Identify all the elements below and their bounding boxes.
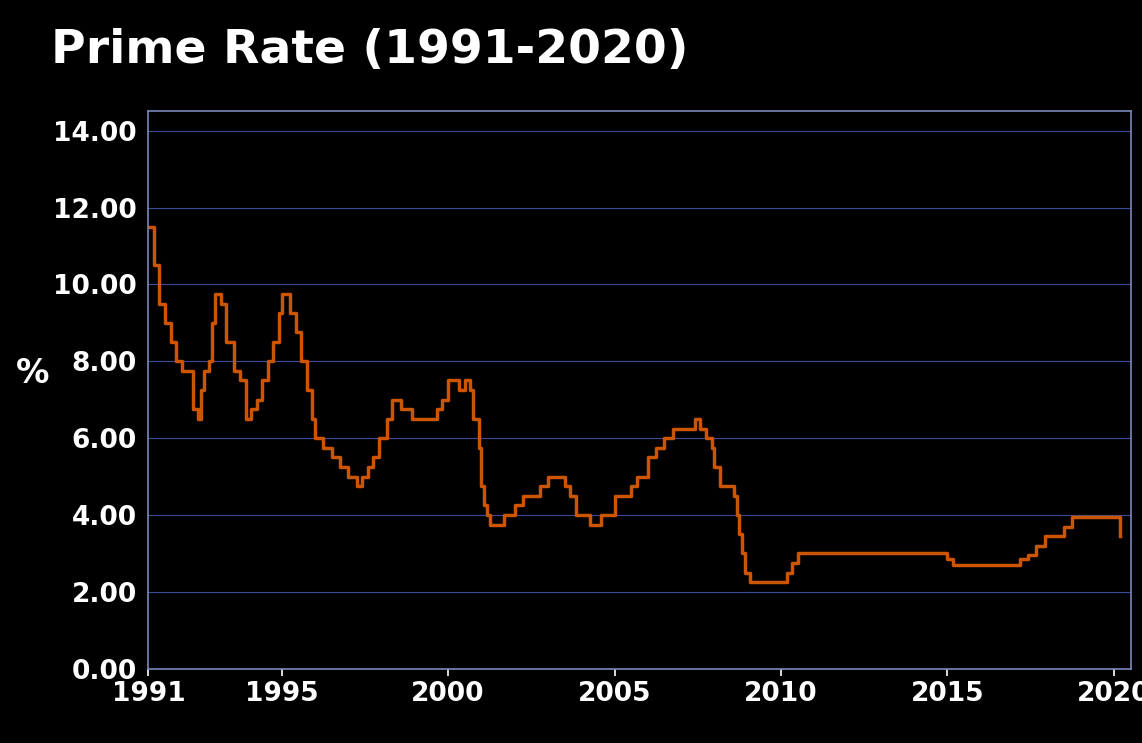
Text: Prime Rate (1991-2020): Prime Rate (1991-2020) [51, 27, 689, 73]
Y-axis label: %: % [15, 357, 49, 390]
